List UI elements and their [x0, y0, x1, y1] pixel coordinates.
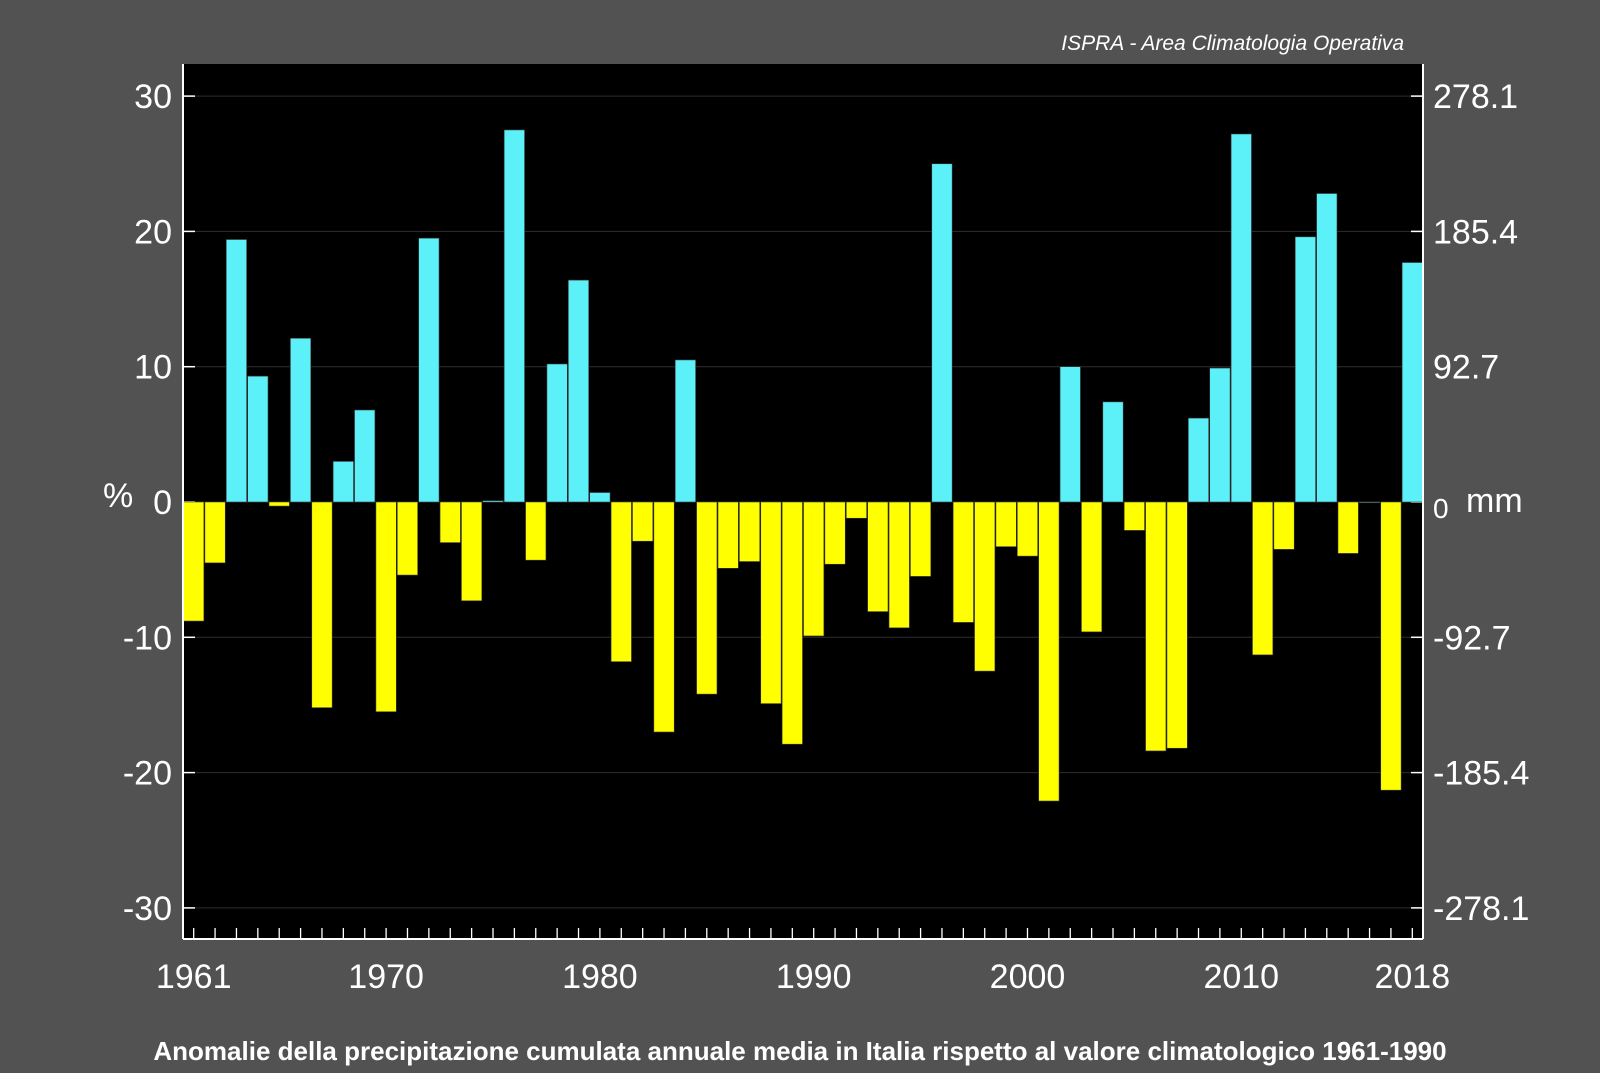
bar — [696, 501, 718, 695]
bar — [268, 501, 290, 507]
x-tick-label: 1980 — [562, 958, 638, 996]
bar — [1359, 501, 1381, 504]
bar — [332, 461, 354, 503]
bar — [1166, 501, 1188, 749]
bar — [1081, 501, 1103, 633]
y-tick-label-right: 0 — [1433, 493, 1449, 524]
bar — [1059, 366, 1081, 503]
y-tick-label-right: -185.4 — [1433, 755, 1529, 793]
bar — [867, 501, 889, 612]
bar — [311, 501, 333, 708]
bar — [974, 501, 996, 672]
y-tick-label-left: 10 — [134, 349, 172, 387]
bar — [546, 363, 568, 503]
y-tick-label-right: -92.7 — [1433, 619, 1511, 657]
bar — [931, 163, 953, 503]
y-tick-label-right: 92.7 — [1433, 349, 1499, 387]
bar — [674, 359, 696, 503]
bar — [589, 492, 611, 503]
x-tick-label: 2010 — [1203, 958, 1279, 996]
bar — [1145, 501, 1167, 752]
bar — [952, 501, 974, 623]
bar — [375, 501, 397, 713]
bar — [781, 501, 803, 745]
y-tick-label-right: 185.4 — [1433, 213, 1518, 251]
bar — [1230, 133, 1252, 503]
source-credit: ISPRA - Area Climatologia Operativa — [1061, 32, 1404, 55]
bar — [717, 501, 739, 569]
bar — [632, 501, 654, 542]
bar — [845, 501, 867, 519]
y-tick-label-left: 30 — [134, 78, 172, 116]
bar — [1252, 501, 1274, 656]
bar — [653, 501, 675, 733]
y-axis-label-right: mm — [1466, 482, 1523, 520]
chart-caption: Anomalie della precipitazione cumulata a… — [153, 1036, 1447, 1066]
y-tick-label-left: 20 — [134, 213, 172, 251]
y-tick-label-right: 278.1 — [1433, 78, 1518, 116]
bar — [204, 501, 226, 564]
bar — [482, 500, 504, 503]
x-tick-label: 2000 — [990, 958, 1066, 996]
bar — [1123, 501, 1145, 531]
bar — [1209, 367, 1231, 503]
y-tick-label-left: -10 — [123, 619, 172, 657]
y-tick-label-left: 0 — [153, 484, 172, 522]
x-tick-label: 1990 — [776, 958, 852, 996]
bar — [461, 501, 483, 602]
bar — [439, 501, 461, 543]
y-axis-label-left: % — [103, 477, 133, 515]
bar — [995, 501, 1017, 547]
bar — [503, 129, 525, 503]
bar — [1188, 417, 1210, 503]
x-tick-label: 1970 — [348, 958, 424, 996]
bar — [1102, 401, 1124, 503]
bar — [1294, 236, 1316, 503]
bar — [568, 279, 590, 503]
bar — [418, 237, 440, 503]
bar — [1038, 501, 1060, 802]
bar — [247, 375, 269, 503]
bar — [354, 409, 376, 503]
bar — [1380, 501, 1402, 791]
bar — [760, 501, 782, 704]
bar — [610, 501, 632, 662]
bar — [1273, 501, 1295, 550]
bar — [396, 501, 418, 576]
bar — [1401, 262, 1423, 503]
bar — [910, 501, 932, 577]
bar — [1337, 501, 1359, 554]
bar — [1016, 501, 1038, 557]
bar — [290, 337, 312, 503]
bar — [225, 239, 247, 503]
y-tick-label-left: -20 — [123, 755, 172, 793]
y-tick-label-right: -278.1 — [1433, 890, 1529, 928]
bar — [739, 501, 761, 562]
y-tick-label-left: -30 — [123, 890, 172, 928]
bar — [803, 501, 825, 637]
bar — [525, 501, 547, 561]
bar — [888, 501, 910, 629]
bar — [1316, 193, 1338, 503]
x-tick-label: 2018 — [1374, 958, 1450, 996]
x-tick-label: 1961 — [156, 958, 232, 996]
bar — [183, 501, 205, 622]
bar — [824, 501, 846, 565]
